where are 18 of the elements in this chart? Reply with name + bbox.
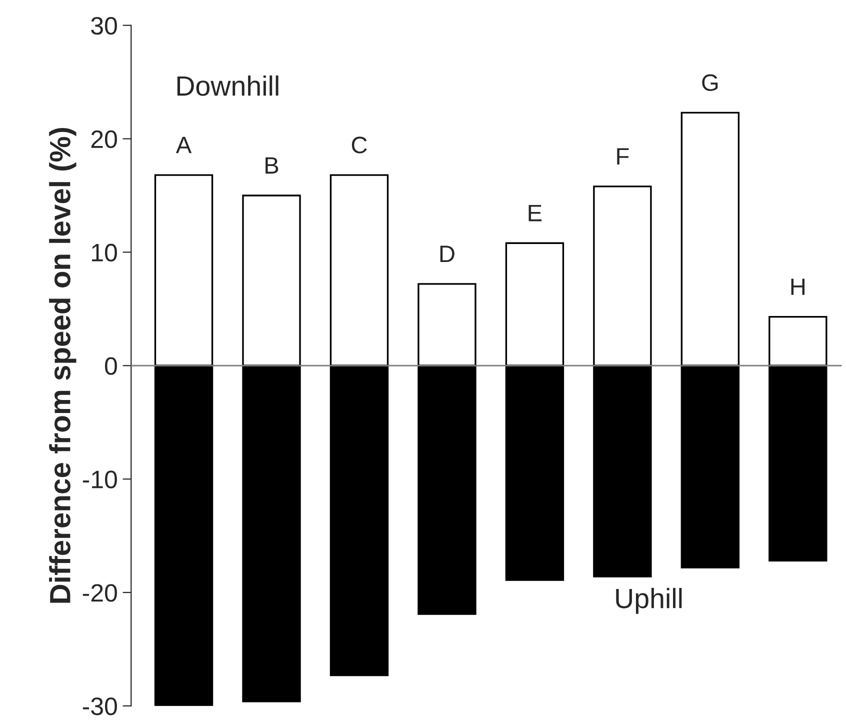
y-tick-label: 30 xyxy=(91,16,117,35)
text: Downhill xyxy=(177,75,278,96)
x-tick-label: B xyxy=(266,157,278,174)
y-tick-label: -10 xyxy=(82,470,117,488)
y-tick-label: -20 xyxy=(82,584,117,602)
x-tick-label: D xyxy=(440,246,454,262)
x-tick-label: G xyxy=(702,74,718,91)
y-tick-label: 0 xyxy=(105,357,117,375)
y-tick-label: 10 xyxy=(92,244,117,262)
y-axis-title: Difference from speed on level (%) xyxy=(49,128,76,603)
y-tick-label: -30 xyxy=(82,698,117,716)
series-label: Uphill xyxy=(616,588,682,614)
x-tick-label: F xyxy=(617,148,629,164)
x-tick-label: H xyxy=(791,278,805,295)
x-tick-label: A xyxy=(176,136,192,154)
y-tick-label: 20 xyxy=(91,130,117,148)
x-tick-label: E xyxy=(528,204,542,222)
x-tick-label: C xyxy=(352,136,367,154)
